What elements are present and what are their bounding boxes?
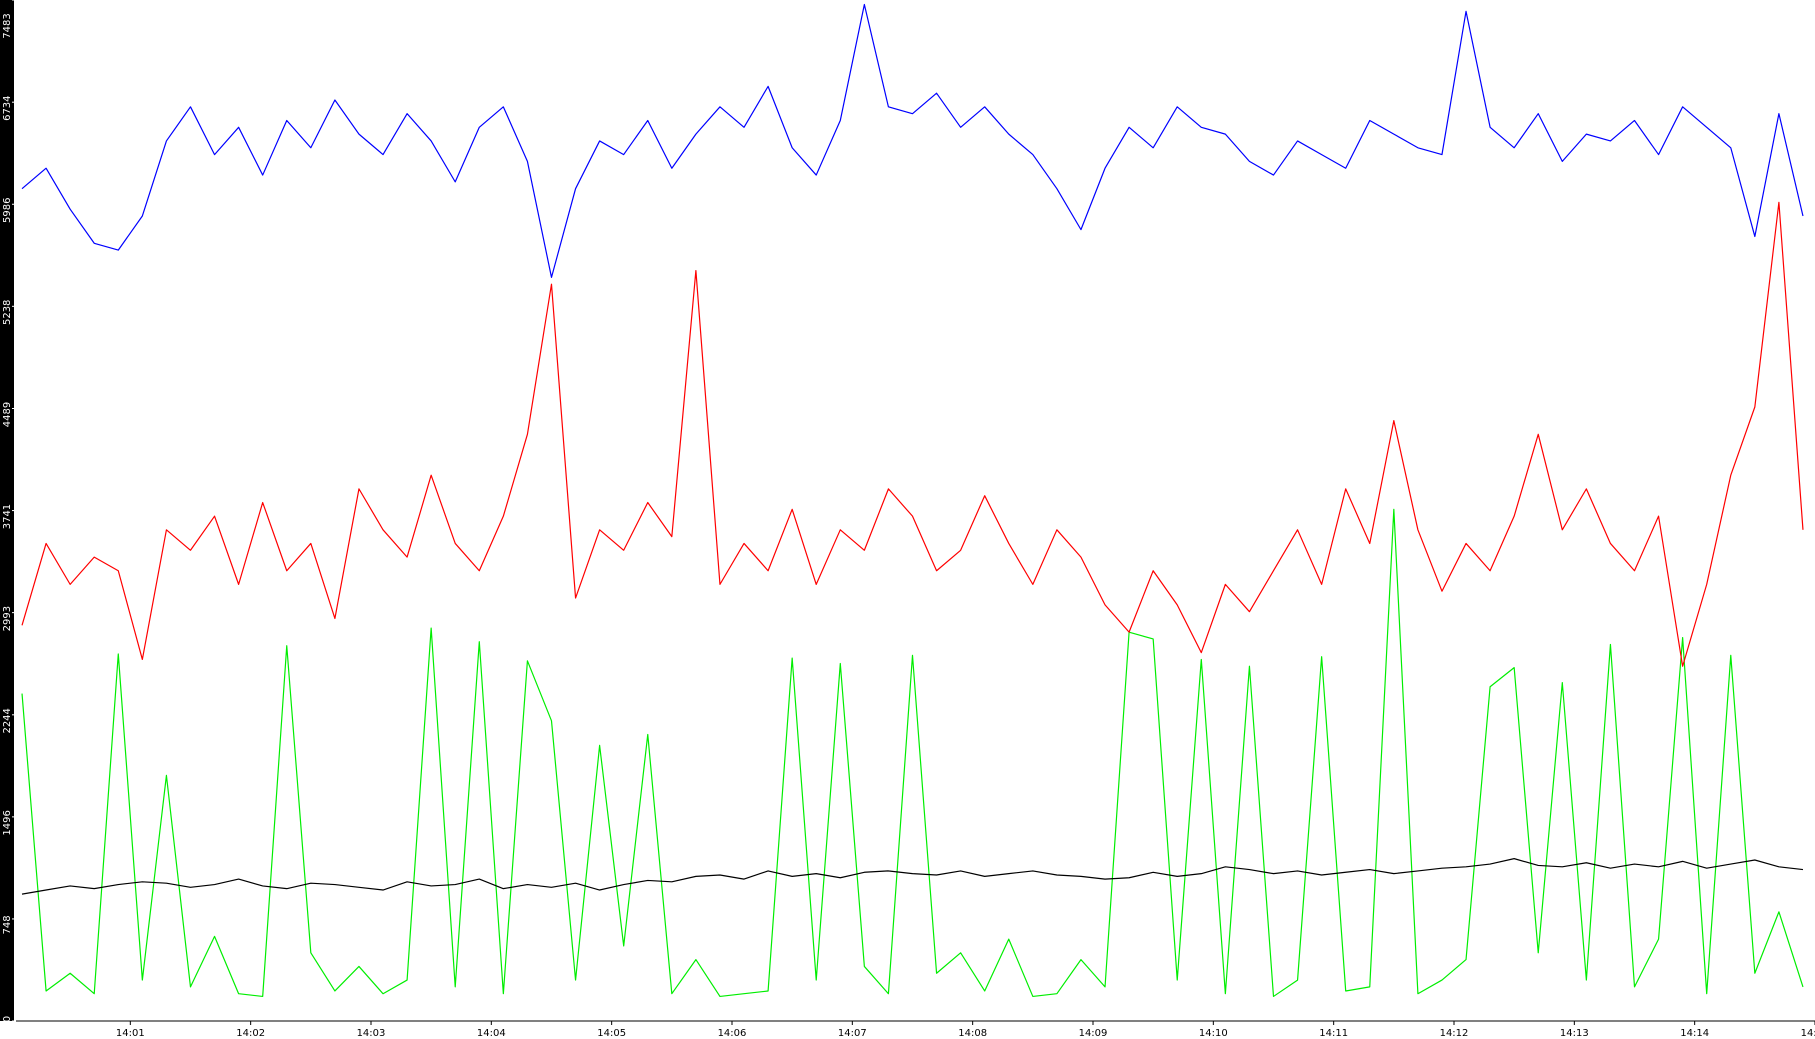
x-tick-label: 14:12: [1440, 1028, 1469, 1039]
y-tick-label: 7483: [2, 13, 13, 38]
y-tick-label: 2993: [2, 606, 13, 631]
x-tick-label: 14:01: [116, 1028, 145, 1039]
y-tick-label: 3741: [2, 504, 13, 529]
y-tick-label: 0: [2, 1016, 13, 1022]
series-line: [21, 201, 1804, 667]
y-tick-label: 4489: [2, 402, 13, 427]
x-tick-label: 14:06: [718, 1028, 747, 1039]
x-tick-label: 14:03: [357, 1028, 386, 1039]
y-tick-label: 748: [2, 915, 13, 934]
x-tick-label: 14:11: [1319, 1028, 1348, 1039]
x-tick-label: 14:02: [236, 1028, 265, 1039]
series-line: [21, 508, 1804, 998]
y-tick-label: 5986: [2, 198, 13, 223]
x-tick-label: 14:14: [1680, 1028, 1709, 1039]
x-tick-label: 14:04: [477, 1028, 506, 1039]
y-tick-label: 5238: [2, 300, 13, 325]
x-tick-label: 14:05: [597, 1028, 626, 1039]
y-axis-band: [0, 0, 14, 1021]
x-tick-label: 14:08: [958, 1028, 987, 1039]
x-tick-label: 14:09: [1079, 1028, 1108, 1039]
series-line: [21, 858, 1804, 895]
x-tick-label: 14:13: [1560, 1028, 1589, 1039]
x-tick-label: 14:15: [1801, 1028, 1815, 1039]
x-tick-label: 14:10: [1199, 1028, 1228, 1039]
y-tick-label: 6734: [2, 95, 13, 120]
y-tick-label: 1496: [2, 810, 13, 835]
series-line: [21, 3, 1804, 278]
y-tick-label: 2244: [2, 708, 13, 733]
x-tick-label: 14:07: [838, 1028, 867, 1039]
